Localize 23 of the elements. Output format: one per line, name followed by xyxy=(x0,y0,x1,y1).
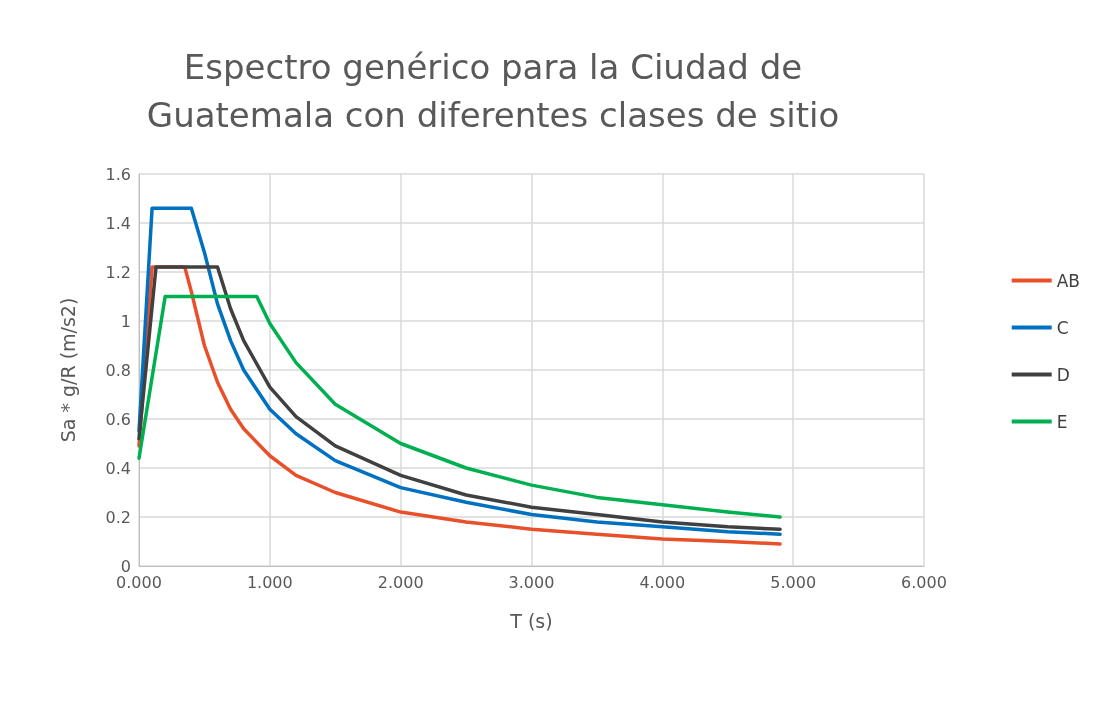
legend-label: C xyxy=(1056,317,1069,338)
x-tick-label: 5.000 xyxy=(770,572,817,592)
legend-label: E xyxy=(1056,411,1068,432)
x-tick-label: 1.000 xyxy=(246,572,293,592)
y-axis-title: Sa * g/R (m/s2) xyxy=(56,297,79,443)
y-tick-label: 0.6 xyxy=(105,409,131,429)
chart-title: Espectro genérico para la Ciudad de Guatemala con diferentes clases de sitio xyxy=(146,47,840,135)
line-series xyxy=(137,206,782,536)
x-tick-label: 2.000 xyxy=(377,572,424,592)
legend-label: AB xyxy=(1056,270,1080,291)
x-tick-label: 3.000 xyxy=(508,572,555,592)
legend-label: D xyxy=(1056,364,1070,385)
y-tick-label: 0.4 xyxy=(105,458,131,478)
x-tick-label: 6.000 xyxy=(901,572,947,592)
line-series xyxy=(137,294,782,519)
x-axis-title: T (s) xyxy=(509,609,553,632)
y-tick-label: 1.2 xyxy=(105,262,131,282)
y-tick-label: 0.2 xyxy=(105,507,131,527)
y-tick-label: 1.6 xyxy=(105,164,131,184)
y-tick-label: 0.8 xyxy=(105,360,131,380)
y-tick-label: 1 xyxy=(120,311,131,331)
x-tick-label: 4.000 xyxy=(639,572,686,592)
y-tick-label: 1.4 xyxy=(105,213,131,233)
